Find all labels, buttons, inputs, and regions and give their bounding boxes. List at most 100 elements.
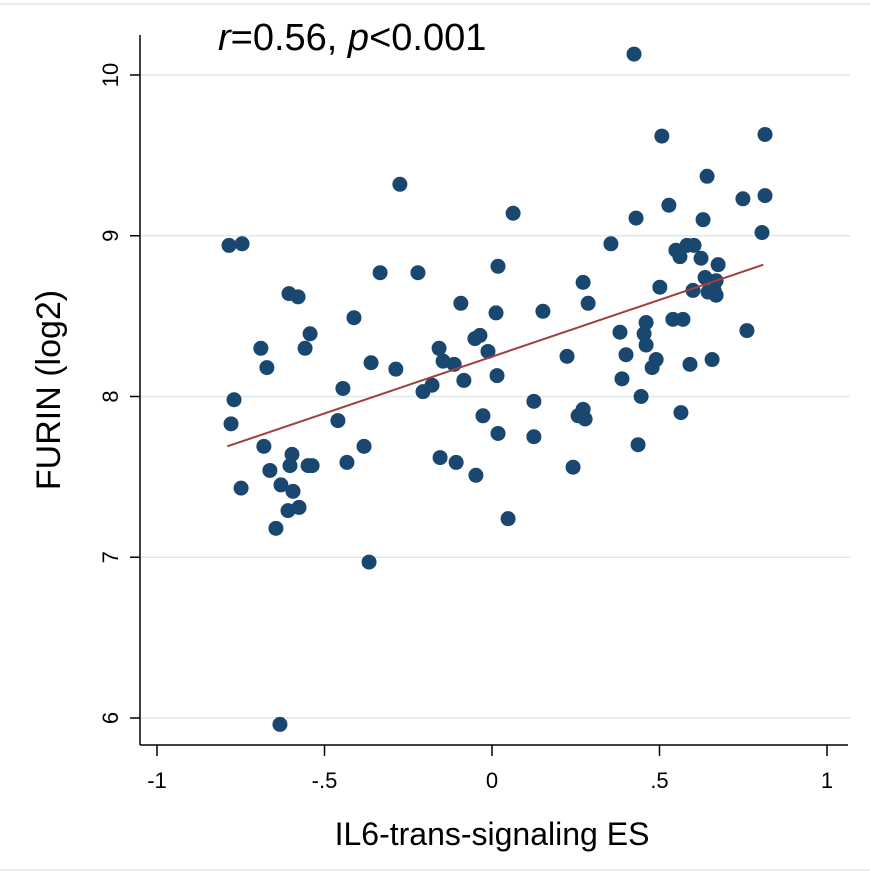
point xyxy=(710,257,726,273)
x-tick-label: .5 xyxy=(650,768,668,793)
point xyxy=(686,237,702,253)
point xyxy=(475,408,491,424)
point xyxy=(661,197,677,213)
x-axis-title: IL6-trans-signaling ES xyxy=(335,816,650,852)
x-tick-label: 1 xyxy=(821,768,833,793)
point xyxy=(480,343,496,359)
annotation: r=0.56, p<0.001 xyxy=(218,17,486,59)
point xyxy=(526,393,542,409)
point xyxy=(262,462,278,478)
point xyxy=(500,511,516,527)
x-tick-label: -1 xyxy=(147,768,167,793)
point xyxy=(424,377,440,393)
point xyxy=(526,429,542,445)
annotation-part: r xyxy=(218,17,232,59)
point xyxy=(704,352,720,368)
annotation-part: <0.001 xyxy=(369,17,486,59)
y-tick-label: 10 xyxy=(98,63,123,87)
point xyxy=(259,360,275,376)
point xyxy=(253,340,269,356)
point xyxy=(297,340,313,356)
point xyxy=(735,191,751,207)
point xyxy=(614,371,630,387)
point xyxy=(234,236,250,252)
point xyxy=(291,499,307,515)
point xyxy=(575,274,591,290)
y-tick-label: 8 xyxy=(98,390,123,402)
point xyxy=(757,126,773,142)
point xyxy=(363,355,379,371)
point xyxy=(285,483,301,499)
point xyxy=(636,326,652,342)
point xyxy=(628,210,644,226)
annotation-part: =0.56, xyxy=(231,17,348,59)
point xyxy=(272,716,288,732)
point xyxy=(388,361,404,377)
point xyxy=(226,392,242,408)
point xyxy=(489,368,505,384)
point xyxy=(268,520,284,536)
point xyxy=(708,287,724,303)
point xyxy=(603,236,619,252)
point xyxy=(535,303,551,319)
y-tick-label: 6 xyxy=(98,712,123,724)
point xyxy=(695,212,711,228)
point xyxy=(638,337,654,353)
point xyxy=(682,356,698,372)
y-axis-title: FURIN (log2) xyxy=(30,290,68,490)
point xyxy=(431,340,447,356)
point xyxy=(626,46,642,62)
point xyxy=(618,347,634,363)
x-tick-label: 0 xyxy=(486,768,498,793)
point xyxy=(654,128,670,144)
point xyxy=(638,315,654,331)
point xyxy=(472,327,488,343)
point xyxy=(221,237,237,253)
point xyxy=(468,467,484,483)
point xyxy=(290,289,306,305)
point xyxy=(630,437,646,453)
point xyxy=(330,413,346,429)
point xyxy=(754,225,770,241)
point xyxy=(282,458,298,474)
point xyxy=(356,438,372,454)
point xyxy=(580,295,596,311)
point xyxy=(256,438,272,454)
point xyxy=(612,324,628,340)
point xyxy=(284,446,300,462)
point xyxy=(559,348,575,364)
point xyxy=(361,554,377,570)
y-tick-label: 7 xyxy=(98,551,123,563)
point xyxy=(453,295,469,311)
point xyxy=(693,250,709,266)
annotation-part: p xyxy=(347,17,369,59)
point xyxy=(490,425,506,441)
point xyxy=(673,405,689,421)
point xyxy=(672,249,688,265)
point xyxy=(372,265,388,281)
point xyxy=(648,352,664,368)
point xyxy=(675,311,691,327)
point xyxy=(339,454,355,470)
point xyxy=(505,205,521,221)
point xyxy=(699,168,715,184)
point xyxy=(346,310,362,326)
point xyxy=(448,454,464,470)
point xyxy=(456,372,472,388)
x-tick-label: -.5 xyxy=(312,768,338,793)
point xyxy=(739,323,755,339)
point xyxy=(633,389,649,404)
point xyxy=(577,411,593,427)
point xyxy=(273,477,289,493)
point xyxy=(490,258,506,274)
point xyxy=(488,305,504,321)
point xyxy=(652,279,668,295)
point xyxy=(757,188,773,204)
point xyxy=(432,450,448,466)
point xyxy=(223,416,239,432)
fit-line xyxy=(227,263,764,448)
point xyxy=(565,459,581,475)
y-tick-label: 9 xyxy=(98,230,123,242)
point xyxy=(304,458,320,474)
